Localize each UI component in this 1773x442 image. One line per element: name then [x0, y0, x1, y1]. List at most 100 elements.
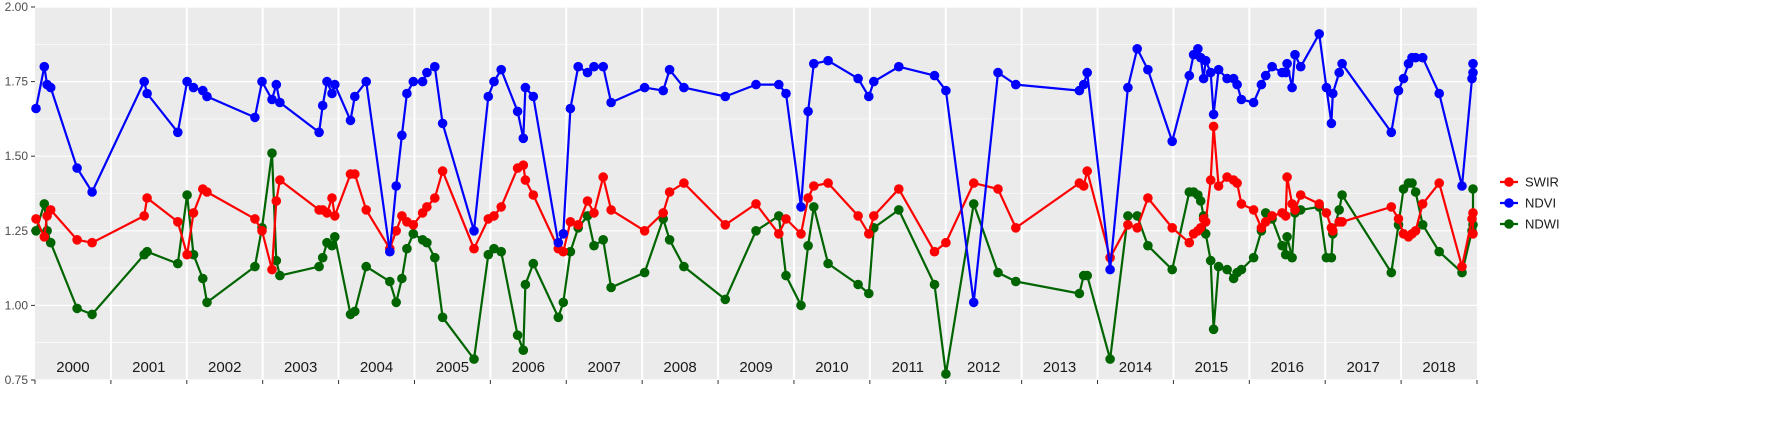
data-point-swir — [1123, 220, 1133, 230]
data-point-ndvi — [894, 61, 904, 72]
data-point-ndvi — [1184, 70, 1195, 81]
data-point-ndvi — [1236, 94, 1247, 105]
data-point-swir — [1132, 223, 1142, 233]
data-point-ndwi — [796, 300, 806, 311]
data-point-swir — [1393, 214, 1404, 224]
data-point-ndwi — [894, 205, 904, 215]
data-point-swir — [1337, 217, 1347, 227]
data-point-ndvi — [1393, 85, 1404, 96]
data-point-ndwi — [385, 276, 395, 287]
data-point-ndwi — [483, 249, 494, 260]
data-point-swir — [1417, 199, 1428, 209]
legend-key-point — [1504, 177, 1514, 187]
data-point-ndvi — [1326, 118, 1337, 129]
data-point-ndvi — [1290, 49, 1300, 60]
legend: SWIR NDVI NDWI — [1500, 175, 1560, 232]
data-point-ndvi — [823, 55, 833, 66]
data-point-ndwi — [774, 211, 784, 221]
data-point-ndvi — [1386, 127, 1397, 138]
data-point-swir — [1200, 217, 1211, 227]
y-axis: 0.75 1.00 1.25 1.50 1.75 2.00 — [5, 0, 35, 387]
data-point-swir — [1143, 193, 1153, 203]
data-point-ndvi — [483, 91, 494, 102]
data-point-swir — [139, 211, 149, 221]
legend-item-ndvi: NDVI — [1500, 196, 1556, 211]
data-point-swir — [257, 226, 267, 236]
data-point-ndvi — [275, 97, 285, 108]
data-point-ndvi — [139, 76, 149, 87]
data-point-swir — [31, 214, 41, 224]
data-point-ndwi — [1195, 196, 1206, 206]
data-point-swir — [1260, 217, 1271, 227]
data-point-swir — [664, 187, 675, 197]
data-point-swir — [823, 178, 833, 188]
data-point-ndwi — [1082, 270, 1092, 281]
data-point-ndvi — [751, 79, 761, 90]
data-point-swir — [437, 166, 448, 176]
data-point-ndwi — [1213, 261, 1224, 272]
data-point-swir — [573, 220, 583, 230]
data-point-ndwi — [1248, 252, 1259, 263]
year-label: 2009 — [739, 359, 772, 376]
data-point-swir — [275, 175, 285, 185]
data-point-swir — [598, 172, 608, 182]
data-point-ndvi — [1198, 73, 1209, 84]
data-point-ndwi — [182, 190, 192, 200]
data-point-ndwi — [1417, 220, 1428, 230]
data-point-ndvi — [173, 127, 183, 138]
data-point-ndwi — [809, 202, 819, 212]
data-point-swir — [1082, 166, 1092, 176]
data-point-ndwi — [720, 294, 731, 305]
data-point-ndwi — [1105, 354, 1115, 364]
data-point-ndvi — [1082, 67, 1092, 78]
data-point-ndwi — [528, 258, 539, 269]
year-label: 2010 — [815, 359, 848, 376]
data-point-ndvi — [188, 82, 199, 93]
data-point-ndwi — [941, 369, 951, 379]
data-point-ndwi — [1236, 264, 1247, 275]
data-point-ndwi — [589, 240, 599, 251]
data-point-ndwi — [558, 297, 569, 308]
data-point-ndvi — [1417, 52, 1428, 63]
data-point-swir — [803, 193, 813, 203]
data-point-ndwi — [408, 229, 419, 239]
data-point-ndwi — [512, 330, 523, 341]
legend-item-ndwi: NDWI — [1500, 217, 1560, 232]
data-point-ndvi — [528, 91, 539, 102]
year-label: 2003 — [284, 359, 317, 376]
data-point-ndvi — [1280, 67, 1291, 78]
data-point-ndvi — [1334, 67, 1344, 78]
data-point-ndwi — [606, 282, 616, 293]
data-point-ndwi — [993, 267, 1003, 278]
data-point-swir — [518, 160, 529, 170]
y-tick-label: 2.00 — [5, 0, 29, 14]
data-point-ndvi — [774, 79, 784, 90]
data-point-swir — [679, 178, 689, 188]
data-point-ndvi — [864, 91, 874, 102]
data-point-swir — [469, 243, 479, 254]
data-point-ndwi — [173, 258, 183, 269]
data-point-ndvi — [39, 61, 50, 72]
data-point-ndvi — [1143, 64, 1153, 75]
data-point-ndvi — [250, 112, 260, 123]
data-point-ndvi — [345, 115, 356, 126]
data-point-swir — [606, 205, 616, 215]
data-point-ndvi — [658, 85, 668, 96]
data-point-swir — [489, 211, 499, 221]
data-point-ndwi — [929, 279, 940, 290]
data-point-ndvi — [512, 106, 523, 117]
data-point-ndwi — [781, 270, 791, 281]
year-labels: 2000 2001 2002 2003 2004 2005 2006 2007 2008 2009… — [56, 359, 1455, 376]
data-point-ndvi — [1282, 58, 1292, 69]
data-point-swir — [968, 178, 979, 188]
data-point-ndvi — [803, 106, 813, 117]
data-point-swir — [589, 208, 599, 218]
data-point-ndvi — [1213, 64, 1224, 75]
data-point-ndvi — [1457, 181, 1467, 191]
data-point-ndvi — [1398, 73, 1409, 84]
legend-label: NDVI — [1525, 196, 1556, 211]
data-point-ndwi — [1208, 324, 1219, 335]
data-point-ndvi — [606, 97, 616, 108]
data-point-ndvi — [87, 187, 97, 197]
data-point-swir — [1290, 205, 1300, 215]
